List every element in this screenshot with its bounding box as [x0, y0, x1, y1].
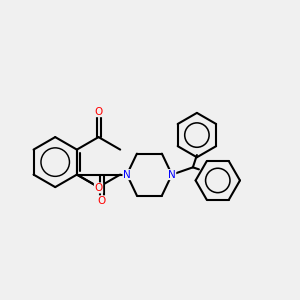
- Text: N: N: [168, 169, 176, 180]
- Text: O: O: [94, 107, 103, 117]
- Text: O: O: [98, 196, 106, 206]
- Text: N: N: [123, 169, 131, 180]
- Text: O: O: [94, 183, 103, 193]
